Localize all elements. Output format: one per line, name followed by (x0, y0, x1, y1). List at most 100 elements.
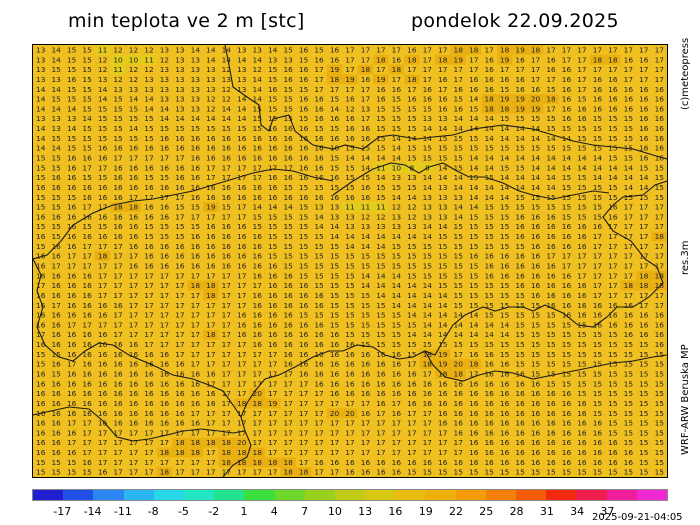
grid-value: 16 (454, 409, 464, 418)
grid-value: 14 (376, 232, 386, 241)
value-patch (496, 54, 513, 65)
grid-value: 15 (345, 311, 355, 320)
grid-value: 17 (175, 212, 185, 221)
grid-value: 16 (423, 399, 433, 408)
grid-value: 14 (51, 55, 61, 64)
grid-value: 15 (469, 144, 479, 153)
grid-value: 17 (191, 320, 201, 329)
grid-value: 16 (546, 55, 556, 64)
grid-value: 12 (392, 203, 401, 212)
grid-value: 17 (191, 311, 201, 320)
grid-value: 15 (515, 340, 525, 349)
grid-value: 16 (253, 340, 263, 349)
grid-value: 17 (113, 438, 123, 447)
grid-value: 13 (160, 46, 170, 55)
grid-value: 17 (562, 262, 572, 271)
grid-value: 17 (608, 232, 618, 241)
grid-value: 17 (407, 65, 417, 74)
grid-value: 16 (314, 330, 324, 339)
grid-value: 15 (82, 55, 92, 64)
grid-value: 15 (593, 144, 603, 153)
grid-value: 16 (222, 134, 232, 143)
grid-value: 16 (129, 173, 139, 182)
grid-value: 16 (237, 183, 247, 192)
grid-value: 14 (36, 144, 46, 153)
grid-value: 17 (206, 311, 216, 320)
colorbar-tick-label: -2 (208, 505, 220, 518)
grid-value: 17 (546, 252, 556, 261)
grid-value: 15 (82, 65, 92, 74)
grid-value: 15 (314, 262, 324, 271)
value-patch (373, 74, 389, 85)
grid-value: 16 (82, 370, 92, 379)
grid-value: 13 (314, 203, 324, 212)
grid-value: 15 (624, 409, 634, 418)
grid-value: 14 (423, 232, 433, 241)
grid-value: 15 (608, 409, 618, 418)
grid-value: 15 (299, 212, 309, 221)
grid-value: 16 (330, 193, 340, 202)
grid-value: 14 (593, 173, 603, 182)
grid-value: 15 (438, 144, 448, 153)
grid-value: 16 (283, 271, 293, 280)
grid-value: 14 (484, 183, 494, 192)
grid-value: 16 (593, 458, 603, 467)
grid-value: 17 (191, 271, 201, 280)
grid-value: 16 (484, 75, 494, 84)
grid-value: 15 (407, 252, 417, 261)
grid-value: 17 (253, 173, 263, 182)
grid-value: 16 (98, 360, 108, 369)
value-patch (234, 447, 250, 458)
grid-value: 16 (438, 95, 448, 104)
grid-value: 15 (51, 458, 61, 467)
grid-value: 16 (191, 399, 201, 408)
grid-value: 16 (314, 154, 324, 163)
grid-value: 16 (253, 242, 263, 251)
grid-value: 16 (562, 301, 572, 310)
grid-value: 15 (577, 468, 587, 477)
grid-value: 13 (330, 203, 340, 212)
grid-value: 16 (51, 419, 61, 428)
grid-value: 18 (283, 458, 293, 467)
grid-value: 16 (376, 95, 386, 104)
grid-value: 16 (500, 458, 510, 467)
grid-value: 15 (299, 55, 309, 64)
grid-value: 16 (593, 428, 603, 437)
grid-value: 17 (67, 320, 77, 329)
grid-value: 16 (67, 301, 77, 310)
grid-value: 18 (608, 55, 618, 64)
grid-value: 15 (562, 203, 572, 212)
grid-value: 16 (376, 458, 386, 467)
grid-value: 17 (345, 85, 355, 94)
grid-value: 15 (345, 262, 355, 271)
grid-value: 16 (655, 124, 665, 133)
grid-value: 14 (253, 55, 263, 64)
grid-value: 16 (237, 193, 247, 202)
grid-value: 16 (515, 419, 525, 428)
grid-value: 16 (299, 46, 309, 55)
grid-value: 15 (283, 262, 293, 271)
grid-value: 17 (330, 85, 340, 94)
colorbar-segment (395, 490, 426, 500)
grid-value: 19 (500, 95, 510, 104)
warm-patches (94, 45, 667, 477)
grid-value: 17 (392, 399, 402, 408)
grid-value: 15 (515, 193, 525, 202)
grid-value: 12 (253, 65, 262, 74)
grid-value: 16 (299, 360, 309, 369)
grid-value: 15 (454, 291, 464, 300)
grid-value: 14 (392, 232, 402, 241)
grid-value: 19 (438, 350, 448, 359)
grid-value: 16 (361, 360, 371, 369)
colorbar-tick-label: 31 (539, 505, 554, 518)
grid-value: 14 (191, 46, 201, 55)
grid-value: 15 (268, 212, 278, 221)
grid-value: 15 (639, 419, 649, 428)
grid-value: 15 (608, 468, 618, 477)
grid-value: 16 (253, 320, 263, 329)
grid-value: 16 (608, 301, 618, 310)
grid-value: 17 (253, 163, 263, 172)
grid-value: 15 (546, 468, 556, 477)
grid-value: 16 (51, 399, 61, 408)
grid-value: 16 (469, 379, 479, 388)
